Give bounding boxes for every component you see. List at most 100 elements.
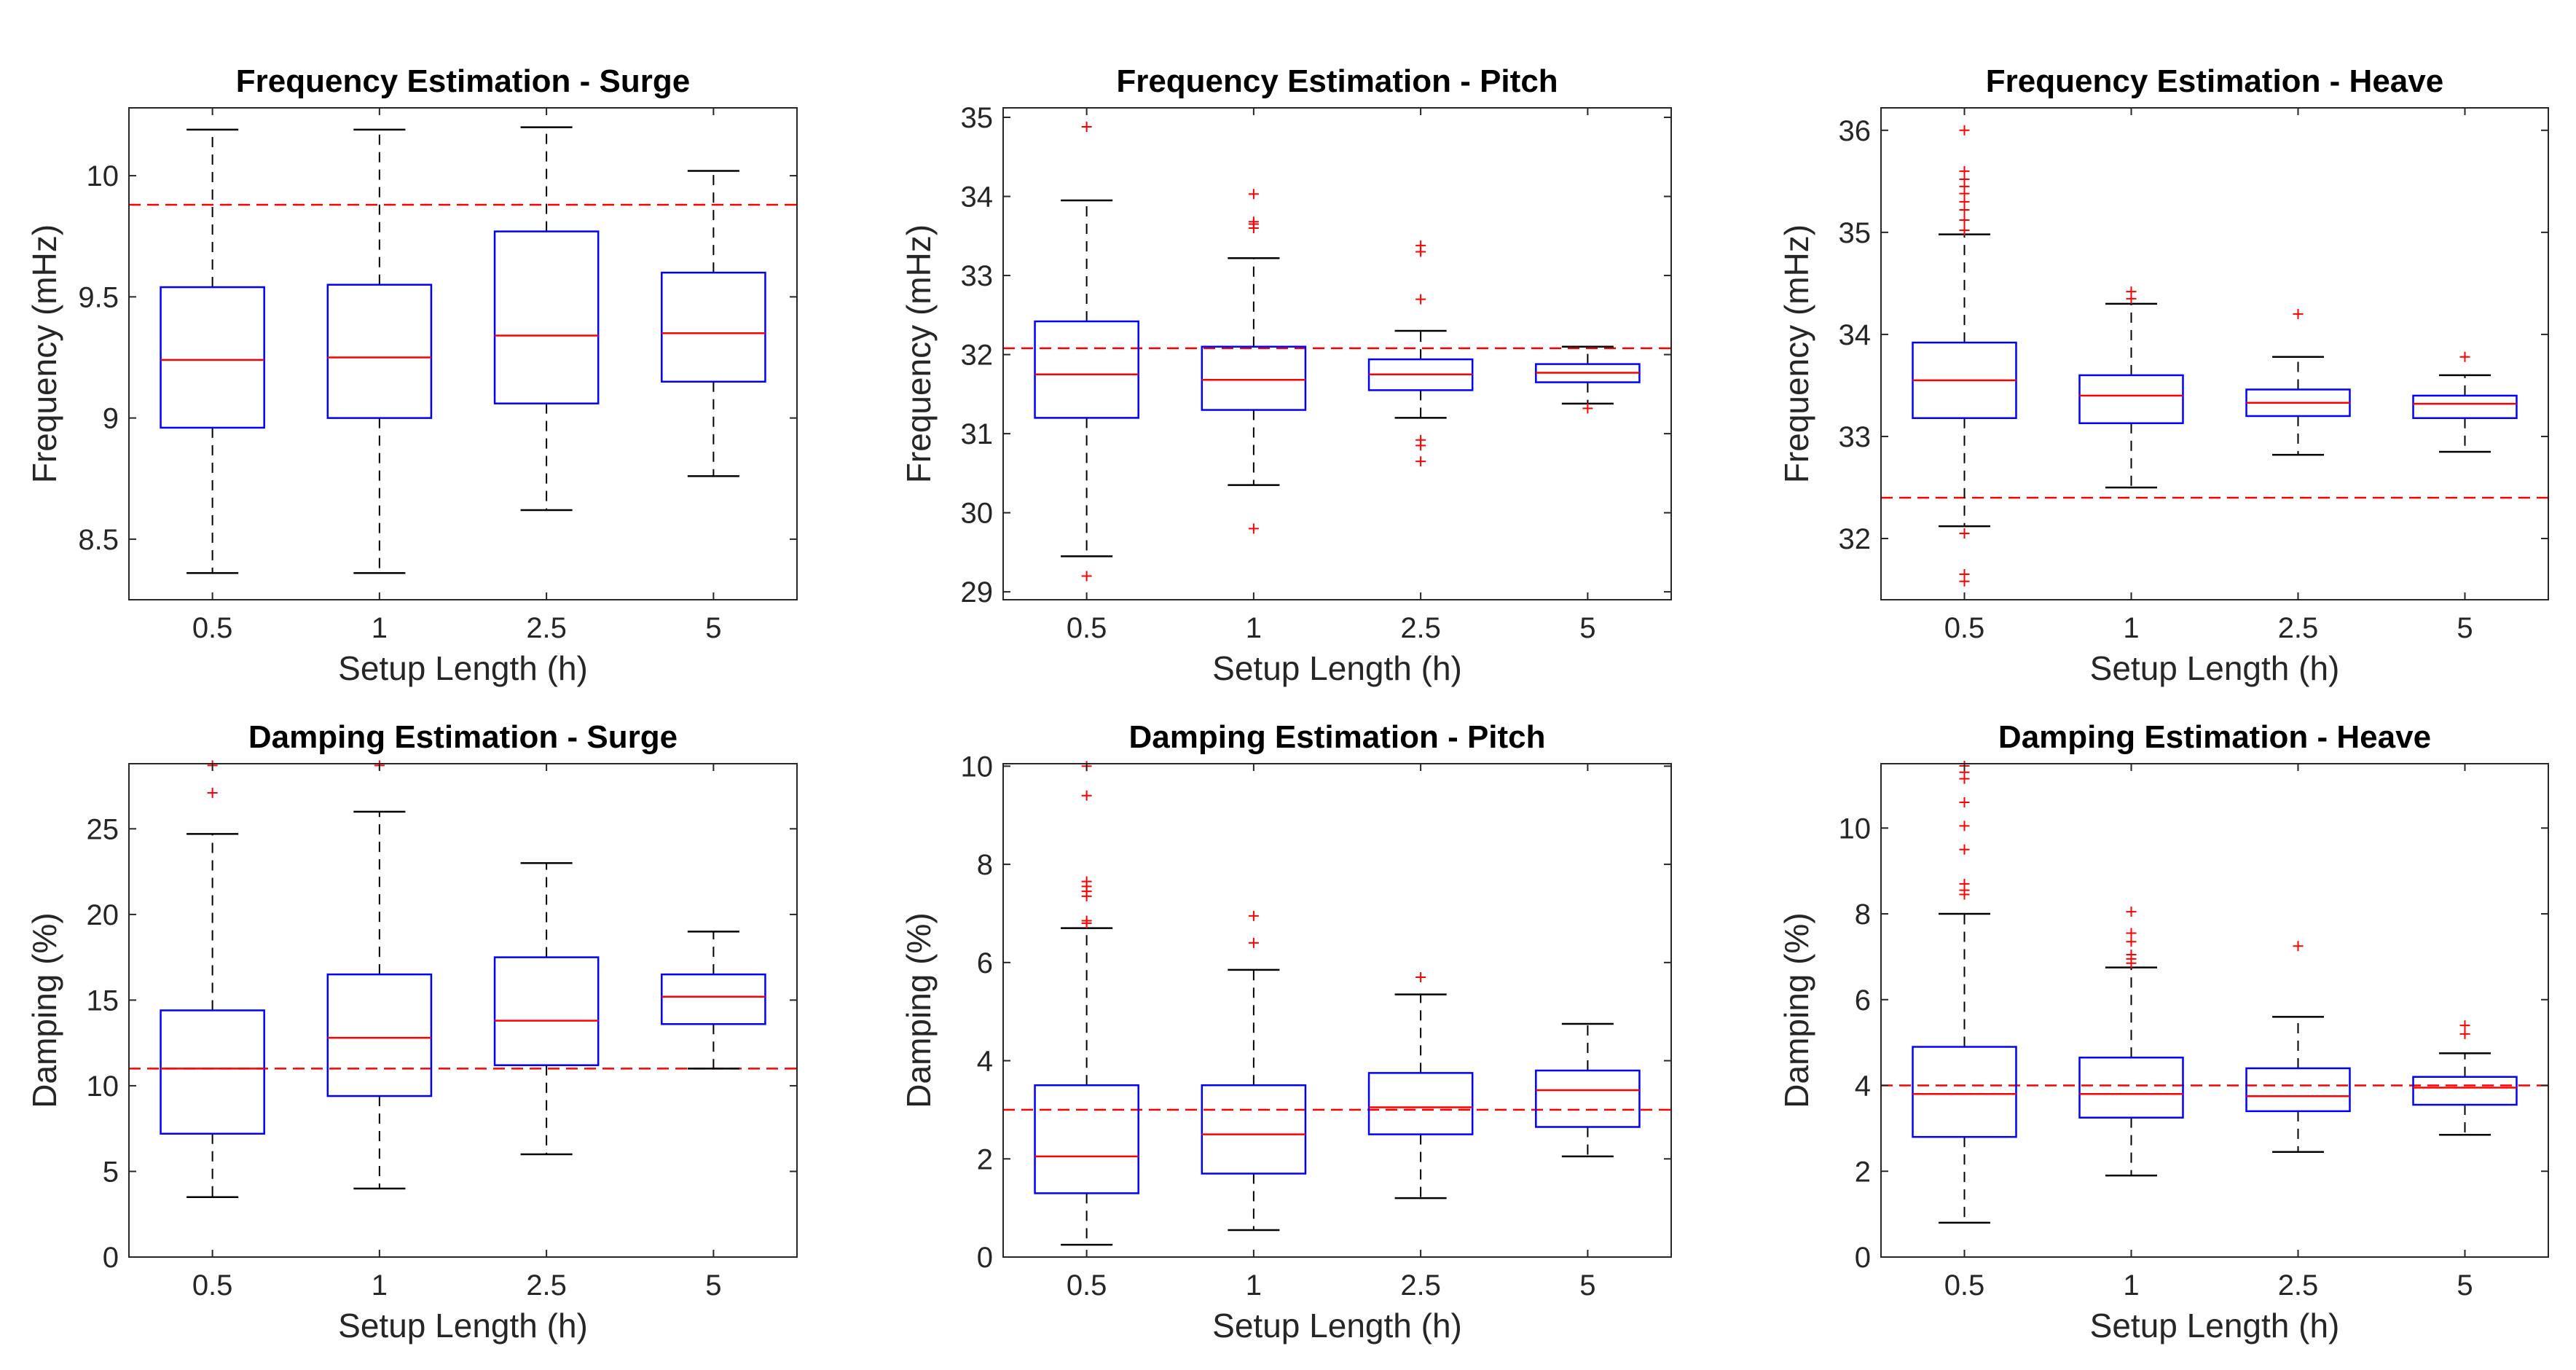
y-tick-label: 6 [1855,985,1871,1017]
x-tick-label: 2.5 [1400,612,1441,644]
y-tick-label: 10 [87,160,119,192]
x-axis-label: Setup Length (h) [2090,649,2340,687]
iqr-box [2078,1057,2184,1119]
y-tick-label: 0 [977,1242,993,1274]
outlier-marker [1959,796,1970,807]
iqr-box [1535,1069,1641,1128]
x-tick-label: 5 [2457,1269,2473,1302]
box-1 [326,760,433,1190]
outlier-marker [1248,523,1259,534]
x-tick-label: 1 [372,1269,388,1302]
iqr-box [160,286,265,429]
x-tick-label: 1 [2123,1269,2139,1302]
y-tick-label: 29 [961,576,994,608]
x-tick-label: 2.5 [2278,612,2319,644]
iqr-box [1912,1046,2017,1138]
plot-frame [1880,763,2549,1258]
box-5 [2412,1020,2518,1136]
outlier-marker [2293,308,2304,319]
y-tick-label: 8 [1855,899,1871,931]
x-tick-label: 0.5 [1067,1269,1107,1302]
chart-panel-3: Frequency Estimation - Heave 32 33 34 35 36 0.… [1778,63,2549,687]
outlier-marker [1959,844,1970,855]
y-tick-label: 32 [961,340,994,372]
x-tick-label: 1 [2123,612,2139,644]
chart-panel-1: Frequency Estimation - Surge 8.5 9 9.5 10 0.5… [25,63,798,687]
x-tick-label: 2.5 [526,1269,567,1302]
box-2.5 [2245,308,2351,456]
iqr-box [1034,320,1139,419]
y-tick-label: 36 [1839,115,1872,147]
box-2.5 [493,126,600,512]
x-tick-label: 5 [1579,612,1595,644]
outlier-marker [2126,928,2137,939]
chart-panel-5: Damping Estimation - Pitch 0 2 4 6 8 10 0.5 1 2.5… [900,719,1672,1344]
iqr-box [326,283,433,419]
outlier-marker [1081,122,1092,133]
box-5 [1535,1022,1641,1158]
x-tick-label: 2.5 [526,612,567,644]
iqr-box [661,271,766,383]
box-2.5 [1367,972,1474,1199]
outlier-marker [2126,907,2137,917]
box-0.5 [1034,761,1139,1246]
iqr-box [160,1009,265,1135]
chart-title: Frequency Estimation - Pitch [1116,63,1558,99]
y-tick-label: 10 [87,1070,119,1103]
y-tick-label: 30 [961,498,994,530]
x-tick-label: 1 [1246,1269,1262,1302]
outlier-marker [1959,821,1970,831]
y-tick-label: 33 [961,260,994,292]
x-tick-label: 2.5 [2278,1269,2319,1302]
y-tick-label: 8 [977,849,993,881]
x-tick-label: 0.5 [1067,612,1107,644]
x-axis-label: Setup Length (h) [1212,1307,1462,1344]
box-1 [1201,189,1307,534]
outlier-marker [1415,440,1426,451]
x-tick-label: 0.5 [1944,1269,1985,1302]
y-tick-label: 9.5 [78,281,119,313]
box-1 [2078,907,2184,1177]
box-5 [2412,351,2518,453]
x-tick-label: 5 [1579,1269,1595,1302]
y-tick-label: 4 [1855,1070,1871,1103]
outlier-marker [1959,225,1970,236]
chart-title: Damping Estimation - Pitch [1128,719,1545,755]
y-tick-label: 0 [103,1242,119,1274]
chart-panel-2: Frequency Estimation - Pitch 29 30 31 32 33 34… [900,63,1672,687]
plot-frame [128,763,798,1258]
outlier-marker [1081,917,1092,928]
box-1 [1201,910,1307,1232]
y-tick-label: 8.5 [78,524,119,556]
outlier-marker [2293,941,2304,952]
y-tick-label: 34 [1839,319,1872,351]
x-tick-label: 5 [705,1269,721,1302]
iqr-box [2245,1067,2351,1113]
iqr-box [493,230,600,404]
iqr-box [493,956,600,1066]
box-0.5 [1034,122,1139,582]
plot-frame [128,107,798,600]
outlier-marker [2126,293,2137,304]
y-tick-label: 32 [1839,523,1872,555]
outlier-marker [1248,937,1259,948]
plot-frame [1002,763,1672,1258]
y-tick-label: 10 [1839,813,1872,845]
y-tick-label: 10 [961,751,994,783]
y-axis-label: Damping (%) [1778,912,1815,1108]
x-axis-label: Setup Length (h) [2090,1307,2340,1344]
outlier-marker [1081,571,1092,582]
box-0.5 [1912,125,2017,587]
x-axis-label: Setup Length (h) [1212,649,1462,687]
y-tick-label: 0 [1855,1242,1871,1274]
iqr-box [326,973,433,1097]
box-1 [2078,286,2184,489]
chart-title: Damping Estimation - Heave [1998,719,2431,755]
outlier-marker [1248,222,1259,233]
outlier-marker [1959,125,1970,136]
outlier-marker [2126,953,2137,964]
x-tick-label: 0.5 [192,612,233,644]
y-axis-label: Frequency (mHz) [900,224,938,483]
iqr-box [1201,345,1307,411]
